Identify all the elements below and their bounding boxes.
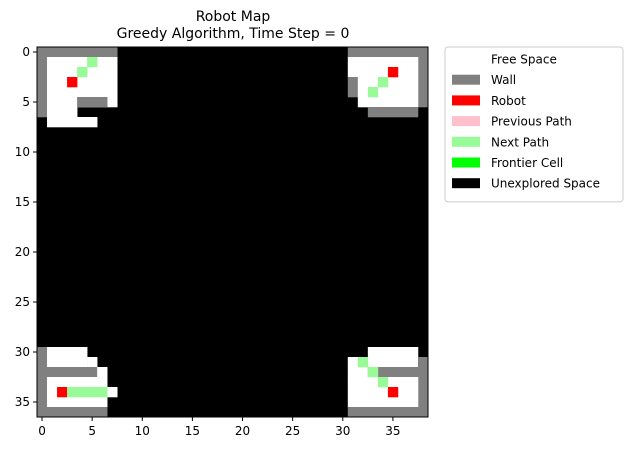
map-plot-area <box>36 46 429 418</box>
legend-label: Free Space <box>491 53 557 67</box>
x-tick-label: 25 <box>285 424 300 438</box>
free-region <box>347 57 419 78</box>
y-tick-label: 35 <box>15 395 30 409</box>
free-region <box>47 117 98 128</box>
robot-cell <box>67 77 78 88</box>
next-cell <box>77 67 88 78</box>
free-region <box>87 357 98 368</box>
legend-swatch <box>452 54 480 64</box>
wall-region <box>347 47 429 58</box>
wall-region <box>367 367 419 378</box>
legend-label: Previous Path <box>491 115 572 129</box>
x-tick-label: 10 <box>135 424 150 438</box>
robot-cell <box>57 387 68 398</box>
legend-swatch <box>452 157 480 168</box>
free-region <box>97 367 108 378</box>
next-cell <box>367 87 379 98</box>
legend-label: Wall <box>491 73 516 87</box>
unexplored-background <box>37 47 428 417</box>
next-cell <box>377 77 389 88</box>
y-tick-label: 15 <box>15 195 30 209</box>
wall-region <box>417 357 429 418</box>
next-cell <box>357 357 369 368</box>
wall-region <box>37 347 48 368</box>
next-cell <box>77 387 88 398</box>
y-tick-label: 10 <box>15 145 30 159</box>
wall-region <box>347 77 359 98</box>
free-region <box>47 107 78 118</box>
x-tick-label: 20 <box>235 424 250 438</box>
chart-title: Robot Map <box>196 9 271 25</box>
x-tick-label: 35 <box>385 424 400 438</box>
y-tick-label: 20 <box>15 245 30 259</box>
legend-box <box>444 46 624 203</box>
y-tick-label: 5 <box>22 95 30 109</box>
free-region <box>47 377 108 388</box>
x-axis: 0 5 10 15 20 25 30 35 <box>38 417 401 438</box>
chart-subtitle: Greedy Algorithm, Time Step = 0 <box>117 26 350 42</box>
legend-swatch <box>452 136 480 147</box>
y-tick-label: 30 <box>15 345 30 359</box>
wall-region <box>37 367 98 378</box>
legend-label: Frontier Cell <box>491 156 563 170</box>
free-region <box>47 397 108 408</box>
legend-label: Robot <box>491 94 526 108</box>
next-cell <box>377 377 389 388</box>
y-tick-label: 0 <box>22 45 30 59</box>
robot-cell <box>387 387 399 398</box>
x-tick-label: 0 <box>38 424 46 438</box>
wall-region <box>47 407 108 418</box>
x-tick-label: 15 <box>185 424 200 438</box>
x-tick-label: 5 <box>88 424 96 438</box>
wall-region <box>37 377 48 418</box>
wall-region <box>417 57 429 108</box>
y-axis: 0 5 10 15 20 25 30 35 <box>15 45 37 409</box>
free-region <box>367 97 419 108</box>
next-cell <box>87 387 98 398</box>
next-cell <box>67 387 78 398</box>
x-tick-label: 30 <box>335 424 350 438</box>
next-cell <box>87 57 98 68</box>
legend-swatch <box>452 178 480 189</box>
legend-swatch <box>452 95 480 106</box>
y-tick-label: 25 <box>15 295 30 309</box>
next-cell <box>97 387 108 398</box>
plot-frame <box>36 46 429 418</box>
robot-cell <box>387 67 399 78</box>
free-region <box>347 367 369 378</box>
free-region <box>47 347 88 368</box>
wall-region <box>367 107 419 118</box>
wall-region <box>77 97 108 108</box>
free-region <box>367 347 419 358</box>
free-region <box>357 97 369 108</box>
legend-label: Next Path <box>491 135 549 149</box>
wall-region <box>37 57 48 118</box>
legend: Free Space Wall Robot Previous Path Next Pat… <box>444 46 624 203</box>
legend-label: Unexplored Space <box>491 177 600 191</box>
legend-swatch <box>452 116 480 127</box>
wall-region <box>37 47 118 58</box>
wall-region <box>347 407 429 418</box>
legend-swatch <box>452 74 480 85</box>
next-cell <box>367 367 379 378</box>
free-region <box>347 357 419 368</box>
